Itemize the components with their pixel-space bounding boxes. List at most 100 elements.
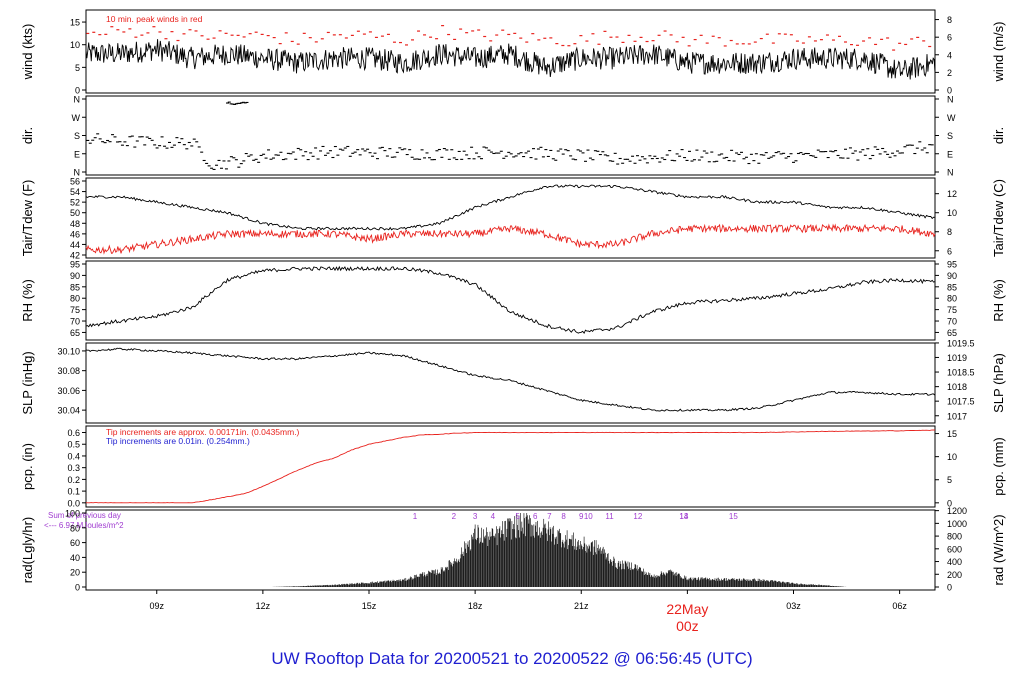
ytick-label-right-slp: 1018.5 (947, 368, 975, 378)
ytick-label-right-wind: 6 (947, 33, 952, 43)
ytick-label-left-dir: E (74, 149, 80, 159)
ytick-label-left-rh: 80 (70, 294, 80, 304)
ylabel-right-slp: SLP (hPa) (991, 353, 1006, 413)
rad-hour-label-10: 10 (584, 512, 593, 521)
ytick-label-left-slp: 30.04 (57, 406, 80, 416)
ytick-label-left-rh: 95 (70, 260, 80, 270)
ytick-label-left-rh: 85 (70, 282, 80, 292)
xtick-label-06z: 06z (892, 601, 907, 611)
ytick-label-left-rh: 75 (70, 305, 80, 315)
ytick-label-right-dir: N (947, 168, 954, 178)
ylabel-right-wind: wind (m/s) (991, 22, 1006, 83)
ytick-label-right-temp: 10 (947, 208, 957, 218)
ytick-label-left-wind: 0 (75, 86, 80, 96)
ytick-label-left-pcp: 0.1 (67, 487, 80, 497)
rad-hour-label-3: 3 (473, 512, 478, 521)
ytick-label-right-rh: 75 (947, 305, 957, 315)
ytick-label-left-wind: 15 (70, 18, 80, 28)
rad-hour-label-8: 8 (561, 512, 566, 521)
ytick-label-right-dir: E (947, 149, 953, 159)
day-marker-time: 00z (676, 618, 699, 634)
ytick-label-right-rh: 90 (947, 271, 957, 281)
ytick-label-right-slp: 1018 (947, 382, 967, 392)
ytick-label-right-dir: S (947, 131, 953, 141)
ytick-label-left-pcp: 0.2 (67, 475, 80, 485)
ytick-label-right-wind: 0 (947, 86, 952, 96)
xtick-label-09z: 09z (149, 601, 164, 611)
ytick-label-right-dir: W (947, 113, 956, 123)
ytick-label-left-rad: 60 (70, 538, 80, 548)
xtick-label-03z: 03z (786, 601, 801, 611)
ylabel-left-slp: SLP (inHg) (20, 351, 35, 414)
ytick-label-right-rad: 1000 (947, 519, 967, 529)
ytick-label-left-temp: 56 (70, 177, 80, 187)
ytick-label-left-rad: 40 (70, 553, 80, 563)
panel-frame-2 (85, 177, 936, 259)
ytick-label-left-temp: 50 (70, 208, 80, 218)
ytick-label-left-rad: 100 (65, 509, 80, 519)
ytick-label-left-temp: 46 (70, 229, 80, 239)
ytick-label-left-dir: S (74, 131, 80, 141)
ytick-label-right-rad: 800 (947, 532, 962, 542)
ytick-label-left-wind: 5 (75, 63, 80, 73)
panel-frame-5 (85, 425, 936, 508)
ytick-label-right-dir: N (947, 95, 954, 105)
ytick-label-left-slp: 30.10 (57, 346, 80, 356)
pcp-annotation-1: Tip increments are approx. 0.00171in. (0… (106, 427, 300, 437)
ytick-label-left-wind: 10 (70, 40, 80, 50)
panel-frame-0 (85, 9, 936, 94)
rad-hour-label-12: 12 (633, 512, 642, 521)
ytick-label-right-pcp: 15 (947, 429, 957, 439)
ylabel-left-dir: dir. (20, 127, 35, 144)
rad-hour-label-13: 13 (679, 512, 688, 521)
ytick-label-right-rh: 65 (947, 328, 957, 338)
ytick-label-left-pcp: 0.6 (67, 428, 80, 438)
rad-hour-label-9: 9 (579, 512, 584, 521)
ytick-label-right-pcp: 5 (947, 475, 952, 485)
pcp-annotation-2: Tip increments are 0.01in. (0.254mm.) (106, 436, 250, 446)
ytick-label-right-slp: 1019 (947, 353, 967, 363)
wind-annotation: 10 min. peak winds in red (106, 14, 203, 24)
wind-speed-line (85, 39, 936, 80)
ytick-label-right-rh: 70 (947, 317, 957, 327)
ytick-label-left-rad: 80 (70, 523, 80, 533)
ytick-label-left-dir: W (72, 113, 81, 123)
ylabel-left-temp: Tair/Tdew (F) (20, 180, 35, 257)
ytick-label-left-rh: 65 (70, 328, 80, 338)
ylabel-right-rad: rad (W/m^2) (991, 514, 1006, 585)
ytick-label-left-temp: 44 (70, 240, 80, 250)
panel-frame-6 (85, 509, 936, 591)
ytick-label-left-rh: 70 (70, 317, 80, 327)
rad-hour-label-6: 6 (533, 512, 538, 521)
rad-hour-label-14: 14 (679, 512, 688, 521)
ytick-label-left-pcp: 0.5 (67, 440, 80, 450)
day-marker-date: 22May (666, 601, 708, 617)
xtick-label-21z: 21z (574, 601, 589, 611)
ylabel-left-rad: rad(Lgly/hr) (20, 517, 35, 583)
tair-line (85, 184, 936, 231)
ytick-label-right-rad: 0 (947, 583, 952, 593)
ylabel-left-pcp: pcp. (in) (20, 443, 35, 490)
ytick-label-right-rh: 95 (947, 260, 957, 270)
ytick-label-right-slp: 1017.5 (947, 397, 975, 407)
ytick-label-right-wind: 4 (947, 50, 952, 60)
ylabel-right-dir: dir. (991, 127, 1006, 144)
ylabel-right-temp: Tair/Tdew (C) (991, 179, 1006, 257)
ytick-label-right-temp: 12 (947, 189, 957, 199)
footer-title: UW Rooftop Data for 20200521 to 20200522… (271, 649, 753, 668)
rad-annotation-2: <--- 6.97 MJoules/m^2 (44, 521, 124, 530)
ytick-label-right-pcp: 10 (947, 452, 957, 462)
ylabel-left-rh: RH (%) (20, 279, 35, 322)
xtick-label-15z: 15z (362, 601, 377, 611)
ytick-label-left-rh: 90 (70, 271, 80, 281)
panel-frame-3 (85, 260, 936, 341)
ytick-label-left-rad: 0 (75, 583, 80, 593)
ytick-label-right-slp: 1019.5 (947, 338, 975, 348)
rad-hour-label-5: 5 (515, 512, 520, 521)
rad-hour-label-2: 2 (452, 512, 457, 521)
rh-line (85, 265, 936, 335)
pcp-line (85, 429, 936, 504)
ytick-label-right-wind: 8 (947, 15, 952, 25)
ytick-label-left-pcp: 0.0 (67, 498, 80, 508)
